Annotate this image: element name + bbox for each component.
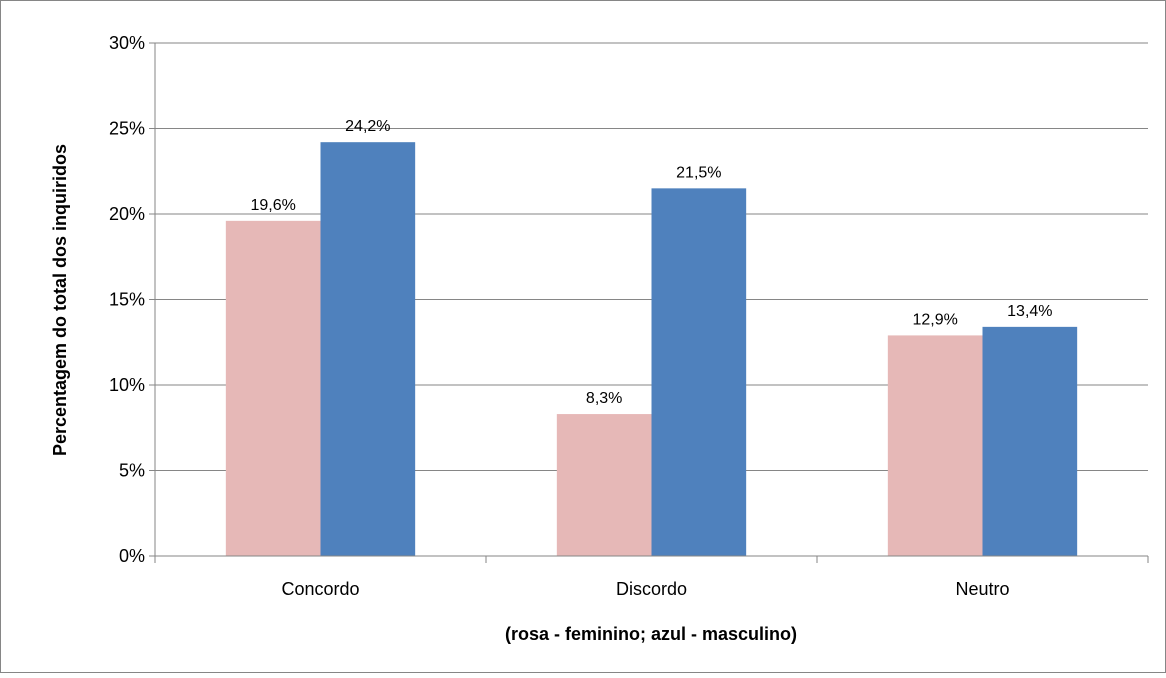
data-label: 21,5% <box>676 164 721 181</box>
y-axis-title: Percentagem do total dos inquiridos <box>50 144 70 456</box>
data-labels: 19,6% 24,2% 8,3% 21,5% 12,9% 13,4% <box>250 118 1052 407</box>
bar <box>982 326 1078 556</box>
data-label: 12,9% <box>912 311 957 328</box>
data-label: 24,2% <box>345 118 390 135</box>
bar <box>651 188 747 556</box>
bars <box>225 142 1078 556</box>
data-label: 13,4% <box>1007 303 1052 320</box>
bar <box>887 335 983 556</box>
x-category-label: Discordo <box>616 579 687 599</box>
y-tick-label: 20% <box>109 204 145 224</box>
y-tick-label: 25% <box>109 119 145 139</box>
x-category-label: Concordo <box>281 579 359 599</box>
data-label: 19,6% <box>250 197 295 214</box>
data-label: 8,3% <box>586 390 622 407</box>
axes: 0% 5% 10% 15% 20% 25% 30% Concordo Discordo Neutr… <box>109 33 1149 599</box>
bar <box>225 220 321 556</box>
bar <box>556 414 652 556</box>
y-tick-label: 5% <box>119 461 145 481</box>
y-tick-label: 15% <box>109 290 145 310</box>
x-category-label: Neutro <box>955 579 1009 599</box>
bar <box>320 142 416 556</box>
y-tick-label: 0% <box>119 546 145 566</box>
y-tick-label: 10% <box>109 375 145 395</box>
x-axis-title: (rosa - feminino; azul - masculino) <box>505 624 797 644</box>
y-tick-label: 30% <box>109 33 145 53</box>
